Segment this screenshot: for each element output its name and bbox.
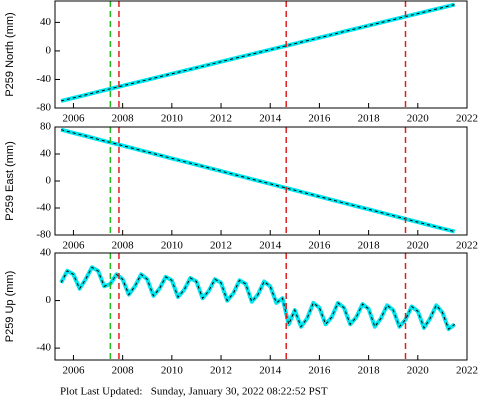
y-tick-label: 0	[46, 175, 52, 187]
x-tick-label: 2008	[112, 113, 135, 125]
x-tick-label: 2014	[259, 240, 282, 252]
x-tick-label: 2018	[358, 240, 381, 252]
y-tick-label: 40	[40, 247, 52, 259]
y-tick-label: -40	[36, 202, 51, 214]
x-tick-label: 2010	[161, 240, 184, 252]
y-tick-label: -40	[36, 73, 51, 85]
y-tick-label: -80	[36, 229, 51, 241]
model-line	[60, 129, 455, 233]
y-axis-label: P259 East (mm)	[4, 141, 16, 220]
footer: Plot Last Updated: Sunday, January 30, 2…	[60, 386, 328, 398]
x-tick-label: 2014	[259, 113, 282, 125]
x-tick-label: 2010	[161, 365, 184, 377]
x-tick-label: 2022	[456, 240, 478, 252]
plot-frame	[54, 252, 468, 361]
y-axis-label: P259 North (mm)	[4, 12, 16, 96]
x-tick-label: 2022	[456, 113, 478, 125]
x-tick-label: 2022	[456, 365, 478, 377]
x-tick-label: 2006	[62, 113, 85, 125]
y-tick-label: 80	[40, 121, 52, 133]
x-tick-label: 2016	[308, 113, 331, 125]
y-axis-label: P259 Up (mm)	[4, 271, 16, 343]
x-tick-label: 2018	[358, 365, 381, 377]
x-tick-label: 2020	[407, 240, 430, 252]
x-tick-label: 2012	[210, 365, 232, 377]
x-tick-label: 2008	[112, 365, 135, 377]
y-tick-label: 0	[46, 294, 52, 306]
y-tick-label: 40	[40, 16, 52, 28]
x-tick-label: 2016	[308, 240, 331, 252]
y-tick-label: 40	[40, 148, 52, 160]
x-tick-label: 2008	[112, 240, 135, 252]
x-tick-label: 2020	[407, 365, 430, 377]
y-tick-label: -80	[36, 102, 51, 114]
x-tick-label: 2012	[210, 113, 232, 125]
y-tick-label: 0	[46, 44, 52, 56]
x-tick-label: 2020	[407, 113, 430, 125]
data-line	[59, 265, 456, 332]
model-line	[60, 4, 455, 102]
plot-frame	[54, 0, 468, 109]
model-line	[60, 266, 456, 330]
x-tick-label: 2014	[259, 365, 282, 377]
x-tick-label: 2012	[210, 240, 232, 252]
x-tick-label: 2016	[308, 365, 331, 377]
x-tick-label: 2006	[62, 240, 85, 252]
y-tick-label: -40	[36, 342, 51, 354]
x-tick-label: 2010	[161, 113, 184, 125]
x-tick-label: 2006	[62, 365, 85, 377]
x-tick-label: 2018	[358, 113, 381, 125]
